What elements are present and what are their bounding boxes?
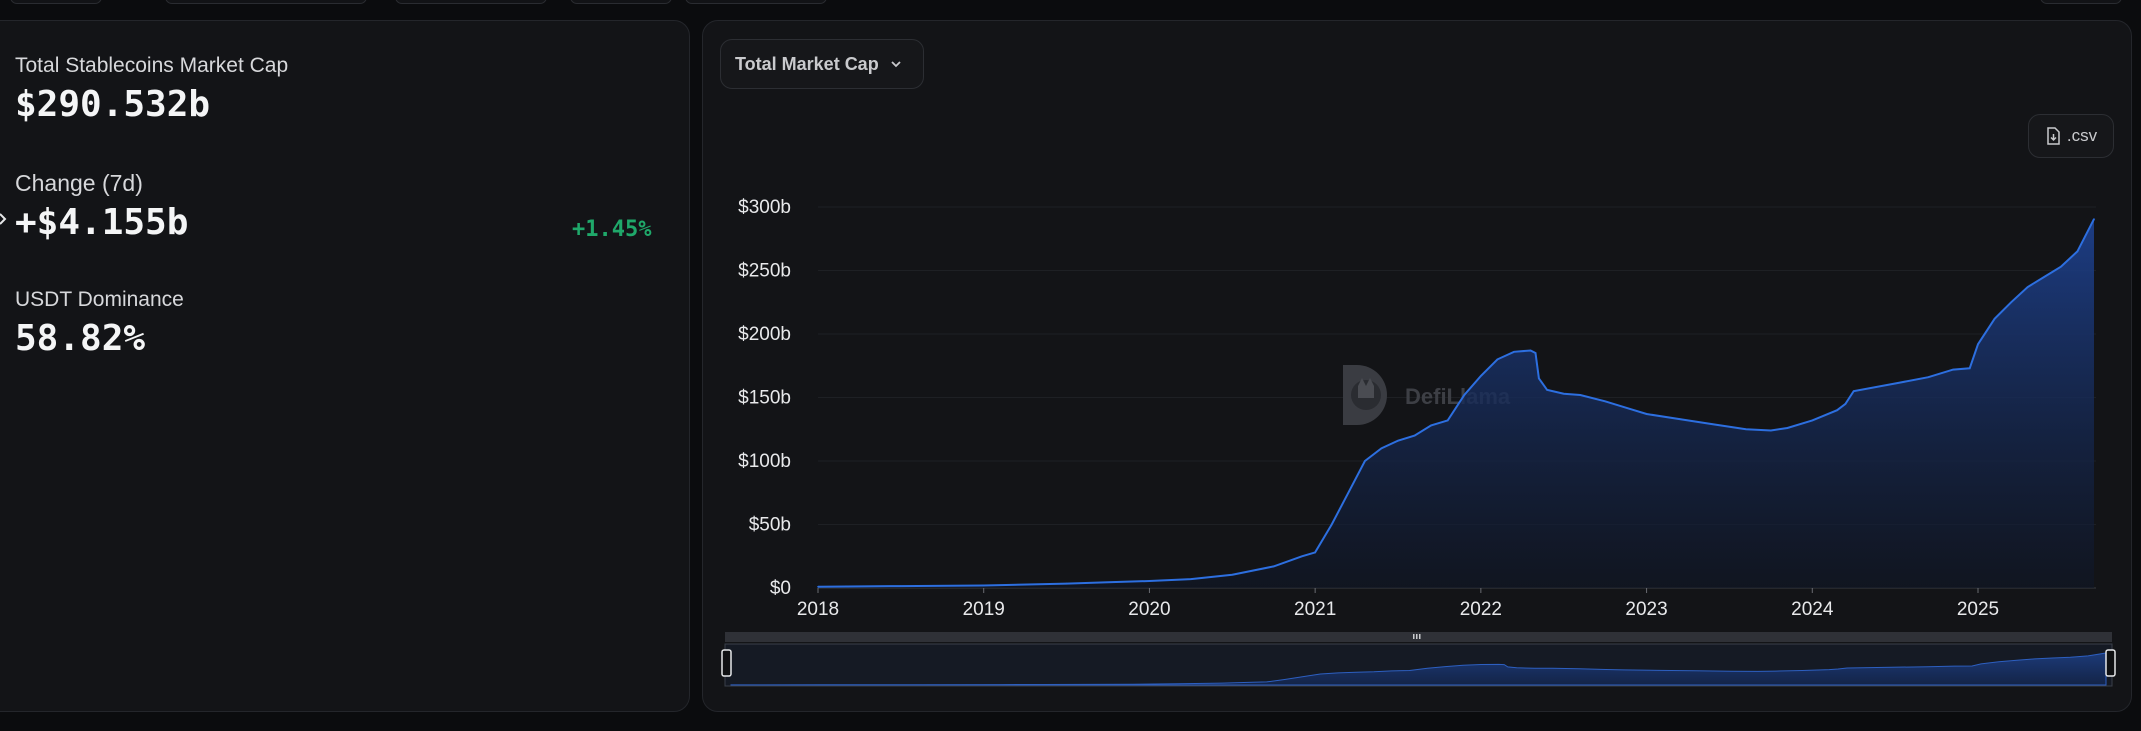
data-point	[2010, 301, 2012, 304]
y-axis-ticks: $0 $50b $100b $150b $200b $250b $300b	[738, 197, 791, 599]
stats-panel	[0, 20, 690, 712]
dominance-label: USDT Dominance	[15, 288, 184, 311]
total-mcap-value: $290.532b	[15, 84, 211, 125]
data-point	[1712, 423, 1714, 425]
data-point	[900, 585, 902, 587]
data-point	[1397, 439, 1399, 442]
range-slider-track[interactable]	[725, 632, 2112, 642]
data-point	[1546, 389, 1548, 391]
total-mcap-label: Total Stablecoins Market Cap	[15, 54, 289, 77]
data-point	[1065, 582, 1068, 585]
data-point	[1430, 424, 1432, 427]
data-point	[2026, 286, 2029, 288]
data-point	[1562, 392, 1565, 395]
data-point	[1347, 491, 1350, 494]
y-tick-label: $0	[770, 578, 791, 599]
data-point	[1579, 394, 1582, 396]
dominance-value: 58.82%	[15, 318, 146, 359]
y-tick-label: $300b	[738, 197, 791, 218]
chart-panel	[702, 20, 2132, 712]
data-point	[1786, 427, 1789, 429]
x-tick-label: 2021	[1294, 599, 1336, 620]
chevron-down-icon	[891, 61, 901, 68]
x-tick-label: 2018	[797, 599, 839, 620]
x-tick-label: 2025	[1957, 599, 1999, 620]
csv-download-button[interactable]: .csv	[2028, 114, 2114, 158]
data-point	[1272, 565, 1275, 568]
data-point	[1463, 394, 1466, 396]
y-tick-label: $150b	[738, 388, 791, 409]
data-point	[1844, 403, 1847, 405]
x-tick-label: 2024	[1791, 599, 1834, 620]
data-point	[1529, 349, 1532, 352]
change-percent: +1.45%	[572, 217, 652, 242]
data-point	[1836, 409, 1838, 412]
caret-icon	[0, 213, 7, 225]
y-tick-label: $200b	[738, 324, 791, 345]
data-point	[1190, 578, 1192, 580]
data-point	[1446, 419, 1449, 422]
data-point	[817, 585, 819, 588]
data-point	[1480, 375, 1482, 377]
file-download-icon	[2047, 127, 2060, 145]
data-point	[1894, 382, 1896, 385]
data-point	[1380, 447, 1383, 450]
data-point	[1927, 376, 1930, 378]
data-point	[1534, 352, 1537, 354]
csv-label: .csv	[2066, 126, 2098, 145]
range-handle-left[interactable]	[721, 649, 732, 677]
top-toolbar-strip	[0, 0, 2141, 10]
data-point	[1745, 428, 1747, 431]
data-point	[1496, 358, 1499, 361]
x-axis-ticks: 2018 2019 2020 2021 2022 2023 2024 2025	[797, 588, 1999, 620]
data-point	[982, 584, 985, 587]
market-cap-area	[818, 219, 2094, 588]
x-tick-label: 2019	[963, 599, 1005, 620]
data-point	[1148, 580, 1151, 582]
data-point	[1629, 408, 1631, 410]
y-tick-label: $100b	[738, 451, 791, 472]
data-point	[2076, 250, 2079, 253]
change-value: +$4.155b	[15, 202, 189, 243]
range-handle-right[interactable]	[2105, 649, 2116, 677]
change-label: Change (7d)	[15, 170, 143, 196]
chart-type-label: Total Market Cap	[735, 53, 879, 74]
data-point	[2060, 265, 2062, 268]
chart-type-dropdown[interactable]: Total Market Cap	[720, 39, 924, 89]
data-point	[1952, 368, 1954, 371]
data-points	[817, 218, 2095, 588]
data-point	[1413, 434, 1416, 437]
data-point	[1604, 400, 1606, 403]
data-point	[1968, 367, 1971, 370]
data-point	[1811, 419, 1814, 422]
data-point	[1645, 413, 1648, 415]
range-slider-grip-icon[interactable]	[1413, 634, 1421, 639]
data-point	[1977, 343, 1979, 345]
x-tick-label: 2023	[1625, 599, 1667, 620]
data-point	[1770, 429, 1772, 432]
data-point	[1330, 523, 1333, 526]
data-point	[1993, 317, 1996, 320]
data-point	[2043, 276, 2046, 278]
y-tick-label: $250b	[738, 261, 791, 282]
x-tick-label: 2022	[1460, 599, 1502, 620]
data-point	[1852, 390, 1855, 392]
data-point	[1231, 573, 1234, 576]
data-point	[1314, 551, 1316, 554]
y-tick-label: $50b	[749, 515, 791, 536]
x-tick-label: 2020	[1128, 599, 1170, 620]
data-point	[1678, 418, 1681, 420]
range-slider-preview	[730, 652, 2107, 686]
data-point	[1107, 581, 1109, 584]
data-point	[2093, 218, 2095, 220]
data-point	[1364, 460, 1366, 462]
data-point	[1538, 377, 1540, 380]
data-point	[1301, 555, 1303, 558]
data-point	[1513, 350, 1515, 353]
